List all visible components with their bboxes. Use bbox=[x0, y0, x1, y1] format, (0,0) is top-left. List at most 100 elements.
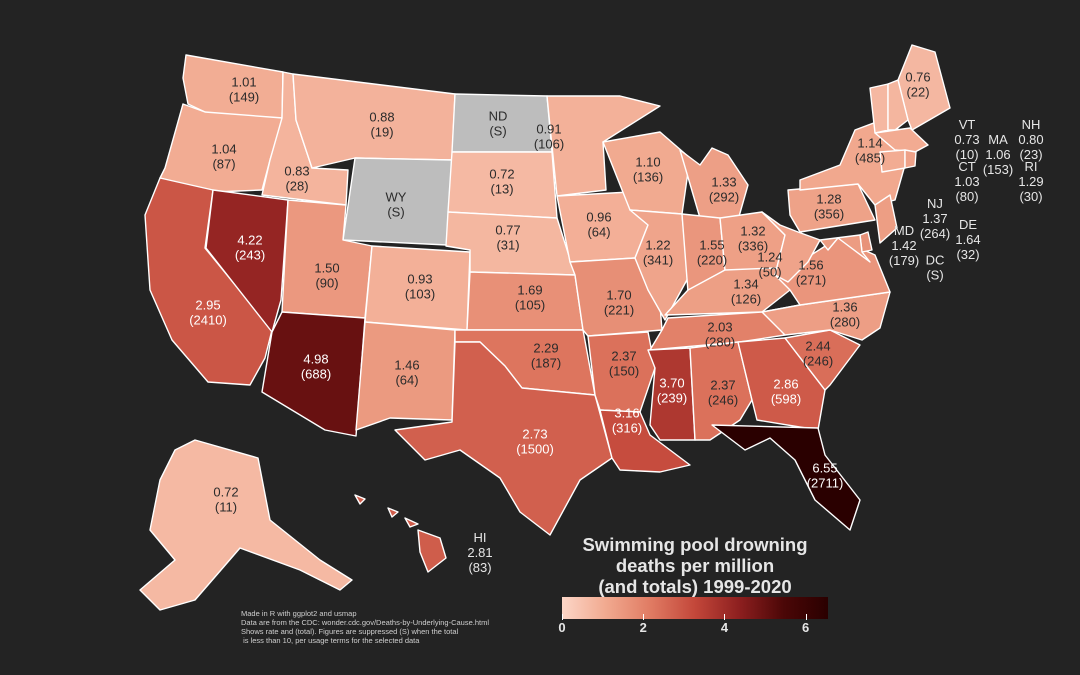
legend-colorbar bbox=[562, 597, 828, 619]
label-nc-rate: 1.36 bbox=[832, 300, 857, 315]
label-il-rate: 1.22 bbox=[645, 238, 670, 253]
label-ct-rate: 1.03 bbox=[954, 174, 979, 189]
label-md-total: (179) bbox=[889, 253, 919, 268]
label-ny-rate: 1.14 bbox=[857, 136, 882, 151]
legend-tick-mark bbox=[562, 614, 563, 620]
label-ut: 1.50 (90) bbox=[314, 261, 339, 291]
state-ak bbox=[139, 439, 353, 611]
label-ny-total: (485) bbox=[855, 151, 885, 166]
label-id-rate: 0.83 bbox=[284, 164, 309, 179]
map-title: Swimming pool drowning deaths per millio… bbox=[555, 534, 835, 597]
label-tn: 2.03 (280) bbox=[705, 320, 735, 350]
label-mi: 1.33 (292) bbox=[709, 175, 739, 205]
label-ms-total: (239) bbox=[657, 391, 687, 406]
label-nc-total: (280) bbox=[830, 315, 860, 330]
label-az: 4.98 (688) bbox=[301, 352, 331, 382]
label-al-total: (246) bbox=[708, 393, 738, 408]
label-la-rate: 3.16 bbox=[614, 406, 639, 421]
legend-tick-mark bbox=[805, 614, 807, 620]
label-ok: 2.29 (187) bbox=[531, 341, 561, 371]
label-in: 1.55 (220) bbox=[697, 238, 727, 268]
state-ri bbox=[904, 149, 917, 169]
state-la bbox=[599, 409, 691, 473]
label-nh-name: NH bbox=[1022, 117, 1041, 132]
label-ca: 2.95 (2410) bbox=[189, 298, 227, 328]
label-la: 3.16 (316) bbox=[612, 406, 642, 436]
state-wv bbox=[761, 211, 821, 283]
label-ky-rate: 1.34 bbox=[733, 277, 758, 292]
label-mn-rate: 0.91 bbox=[536, 122, 561, 137]
label-dc-name: DC bbox=[926, 253, 945, 268]
label-hi-rate: 2.81 bbox=[467, 545, 492, 560]
state-nj bbox=[874, 194, 898, 244]
label-ks: 1.69 (105) bbox=[515, 283, 545, 313]
label-ut-total: (90) bbox=[315, 276, 338, 291]
label-vt: VT 0.73 (10) bbox=[954, 117, 979, 162]
state-ny bbox=[799, 114, 906, 206]
label-co: 0.93 (103) bbox=[405, 272, 435, 302]
label-tx: 2.73 (1500) bbox=[516, 427, 554, 457]
label-mi-rate: 1.33 bbox=[711, 175, 736, 190]
label-ga: 2.86 (598) bbox=[771, 377, 801, 407]
label-va-total: (271) bbox=[796, 273, 826, 288]
label-md: MD 1.42 (179) bbox=[889, 223, 919, 268]
state-nh bbox=[887, 79, 909, 131]
label-ms: 3.70 (239) bbox=[657, 376, 687, 406]
label-pa-rate: 1.28 bbox=[816, 192, 841, 207]
label-ne-total: (31) bbox=[496, 238, 519, 253]
label-ma-name: MA bbox=[988, 132, 1008, 147]
label-ri-name: RI bbox=[1025, 159, 1038, 174]
label-wy-total: (S) bbox=[387, 205, 404, 220]
label-mo-total: (221) bbox=[604, 303, 634, 318]
label-de: DE 1.64 (32) bbox=[955, 217, 980, 262]
label-fl: 6.55 (2711) bbox=[807, 461, 844, 491]
label-hi-name: HI bbox=[474, 530, 487, 545]
label-wi: 1.10 (136) bbox=[633, 155, 663, 185]
credits-line-1: Made in R with ggplot2 and usmap bbox=[241, 609, 357, 618]
label-co-rate: 0.93 bbox=[407, 272, 432, 287]
label-ca-total: (2410) bbox=[189, 313, 227, 328]
label-in-rate: 1.55 bbox=[699, 238, 724, 253]
label-co-total: (103) bbox=[405, 287, 435, 302]
label-fl-total: (2711) bbox=[807, 476, 844, 491]
label-mt-total: (19) bbox=[370, 125, 393, 140]
label-ct: CT 1.03 (80) bbox=[954, 159, 979, 204]
label-ak: 0.72 (11) bbox=[213, 485, 238, 515]
state-nv bbox=[205, 189, 289, 333]
label-or-total: (87) bbox=[212, 157, 235, 172]
label-ri-rate: 1.29 bbox=[1018, 174, 1043, 189]
label-ma-total: (153) bbox=[983, 162, 1013, 177]
credits-line-4: is less than 10, per usage terms for the… bbox=[241, 636, 420, 645]
label-id: 0.83 (28) bbox=[284, 164, 309, 194]
label-nm-rate: 1.46 bbox=[394, 358, 419, 373]
label-me-total: (22) bbox=[906, 85, 929, 100]
label-ut-rate: 1.50 bbox=[314, 261, 339, 276]
label-az-rate: 4.98 bbox=[303, 352, 328, 367]
label-tn-rate: 2.03 bbox=[707, 320, 732, 335]
label-or-rate: 1.04 bbox=[211, 142, 236, 157]
label-sc-rate: 2.44 bbox=[805, 339, 830, 354]
state-fl bbox=[711, 424, 861, 531]
legend-tick-label: 6 bbox=[802, 620, 810, 635]
label-il-total: (341) bbox=[643, 253, 673, 268]
label-wv-total: (50) bbox=[758, 265, 781, 280]
label-nh-total: (23) bbox=[1019, 147, 1042, 162]
state-tx bbox=[394, 341, 613, 536]
label-nv-rate: 4.22 bbox=[237, 233, 262, 248]
label-wv: 1.24 (50) bbox=[757, 250, 782, 280]
label-nj-name: NJ bbox=[927, 196, 943, 211]
label-sd: 0.72 (13) bbox=[489, 167, 514, 197]
label-nj: NJ 1.37 (264) bbox=[920, 196, 950, 241]
legend-tick-label: 4 bbox=[720, 620, 729, 635]
label-tx-rate: 2.73 bbox=[522, 427, 547, 442]
label-ma-rate: 1.06 bbox=[985, 147, 1010, 162]
label-pa: 1.28 (356) bbox=[814, 192, 844, 222]
label-sc-total: (246) bbox=[803, 354, 833, 369]
label-nh-rate: 0.80 bbox=[1018, 132, 1043, 147]
label-ia: 0.96 (64) bbox=[586, 210, 611, 240]
label-al: 2.37 (246) bbox=[708, 378, 738, 408]
label-fl-rate: 6.55 bbox=[812, 461, 837, 476]
label-md-rate: 1.42 bbox=[891, 238, 916, 253]
label-tn-total: (280) bbox=[705, 335, 735, 350]
